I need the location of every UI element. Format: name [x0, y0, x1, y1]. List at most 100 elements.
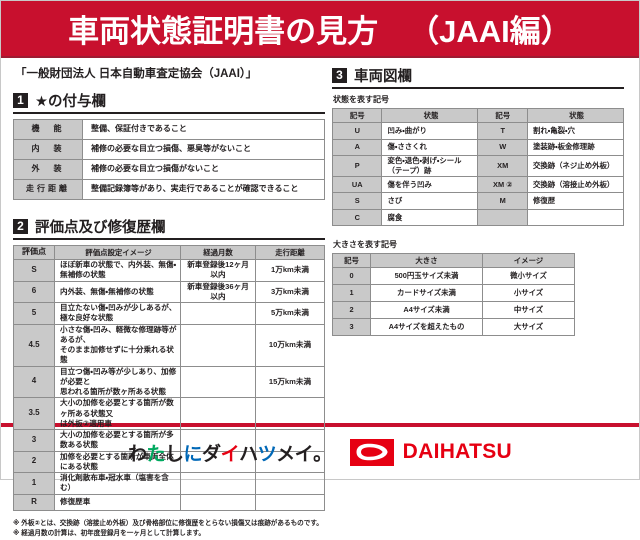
table-row: 0 500円玉サイズ未満 微小サイズ: [332, 267, 575, 286]
state-description: 塗装跡・板金修理跡: [526, 138, 625, 156]
table-row: S ほぼ新車の状態で、内外装、無傷・無補修の状態 新車登録後12ヶ月以内 1万km未満: [13, 259, 325, 282]
table-row: 外 装補修の必要な目立つ損傷がないこと: [13, 159, 325, 180]
grade-months: [180, 493, 256, 511]
table-row: R 修復歴車: [13, 493, 325, 511]
table-row: 4 目立つ傷・凹み等が少しあり、加修が必要と 思われる箇所が数ヶ所ある状態 15万km…: [13, 365, 325, 399]
section-3-heading: 3 車両図欄: [332, 65, 624, 89]
section-3-title: 車両図欄: [354, 69, 412, 85]
table-row: 機 能整備、保証付きであること: [13, 119, 325, 140]
table-row: 3 大小の加修を必要とする箇所が多数ある状態: [13, 429, 325, 452]
tagline-char: ハ: [239, 443, 258, 465]
grade-description: 小さな傷・凹み、軽微な修理跡等があるが、 そのまま加修せずに十分乗れる状態: [54, 323, 181, 367]
state-symbol: T: [477, 122, 528, 140]
page-title-sub: （JAAI編）: [408, 14, 572, 49]
column-header: 状態: [381, 108, 479, 123]
footnotes: ※ 外板②とは、交換跡（溶接止め外板）及び骨格部位に修復歴をとらない損傷又は痕跡…: [13, 519, 325, 540]
star-criteria-label: 外 装: [13, 159, 83, 180]
column-header: 記号: [477, 108, 528, 123]
table-row: 1 消化剤散布車・冠水車（塩害を含む）: [13, 472, 325, 495]
state-symbol: A: [331, 138, 383, 156]
state-description: [526, 208, 625, 227]
state-description: 凹み・曲がり: [381, 122, 479, 140]
tagline-char: 。: [313, 443, 332, 465]
state-symbol: P: [331, 155, 383, 177]
state-description: 修復歴: [526, 192, 625, 210]
state-symbol: XM ②: [477, 175, 528, 194]
grade-description: 消化剤散布車・冠水車（塩害を含む）: [54, 472, 181, 495]
tagline-char: ツ: [257, 443, 277, 465]
grade-months: 新車登録後36ヶ月以内: [180, 280, 256, 303]
grade-months: [180, 365, 256, 399]
grade-months: [180, 323, 256, 367]
grade-months: [180, 397, 256, 430]
left-column: 「一般財団法人 日本自動車査定協会（JAAI）」 1 ★の付与欄 機 能整備、保…: [13, 65, 325, 537]
state-symbol: M: [477, 192, 528, 210]
grade-point: R: [13, 493, 55, 511]
grade-point: S: [13, 259, 55, 282]
association-name: 「一般財団法人 日本自動車査定協会（JAAI）」: [15, 68, 258, 80]
grade-point: 3.5: [13, 397, 55, 430]
section-1-number: 1: [13, 93, 28, 108]
brand-logo: DAIHATSU: [349, 438, 512, 466]
column-header: 記号: [331, 108, 383, 123]
grade-description: 目立たない傷・凹みが少しあるが、極な良好な状態: [54, 302, 181, 325]
column-header: 経過月数: [180, 245, 256, 260]
state-description: 傷を伴う凹み: [381, 175, 479, 194]
star-criteria-label: 走行距離: [13, 179, 83, 200]
state-symbols-caption: 状態を表す記号: [333, 95, 389, 104]
state-symbol: C: [331, 208, 383, 227]
state-description: 変色・退色・剥げ・シール（テープ）跡: [381, 155, 479, 177]
state-description: 割れ・亀裂・穴: [526, 122, 625, 140]
state-symbol: XM: [477, 155, 528, 177]
table-row: S さび M 修復歴: [331, 192, 625, 210]
state-symbol: [477, 208, 528, 227]
right-column: 3 車両図欄 状態を表す記号 記号 状態 記号 状態 U 凹み・曲がり T 割れ・亀裂・穴 A 傷…: [331, 65, 625, 423]
footnote-line: ※ 経過月数の計算は、初年度登録月を一ヶ月として計算します。: [13, 530, 206, 538]
grade-history-table: 評価点 評価点設定イメージ 経過月数 走行距離 S ほぼ新車の状態で、内外装、無傷・無補修…: [13, 245, 325, 511]
content-area: 「一般財団法人 日本自動車査定協会（JAAI）」 1 ★の付与欄 機 能整備、保…: [1, 58, 639, 537]
grade-point: 2: [13, 450, 55, 473]
tagline-char: わ: [127, 443, 147, 465]
column-header: 評価点設定イメージ: [54, 245, 181, 260]
tagline-char: イ: [294, 443, 314, 465]
daihatsu-emblem-icon: [349, 438, 394, 466]
table-row: A 傷・ささくれ W 塗装跡・板金修理跡: [331, 138, 625, 156]
size-symbol: 0: [332, 267, 371, 286]
grade-months: [180, 472, 256, 495]
tagline-char: に: [183, 443, 203, 465]
tagline-char: し: [165, 443, 184, 465]
grade-point: 6: [13, 280, 55, 303]
table-row: 内 装補修の必要な目立つ損傷、悪臭等がないこと: [13, 139, 325, 160]
size-range: A4サイズ未満: [370, 301, 483, 320]
grade-mileage: [255, 472, 325, 495]
state-description: 腐食: [381, 208, 479, 227]
size-range: A4サイズを超えたもの: [370, 318, 483, 337]
size-range: 500円玉サイズ未満: [370, 267, 483, 286]
size-symbol: 2: [332, 301, 371, 320]
size-symbols-table: 記号 大きさ イメージ 0 500円玉サイズ未満 微小サイズ 1 カードサイズ未満 小サイズ 2 A…: [332, 253, 575, 337]
grade-mileage: 1万km未満: [255, 259, 325, 282]
state-symbols-table: 記号 状態 記号 状態 U 凹み・曲がり T 割れ・亀裂・穴 A 傷・ささくれ W 塗装跡・板金修理跡…: [331, 108, 625, 227]
section-3-number: 3: [332, 68, 347, 83]
table-row: 3.5 大小の加修を必要とする箇所が数ヶ所ある状態又 は外板②適用車: [13, 397, 325, 430]
section-2-heading: 2 評価点及び修復歴欄: [13, 216, 325, 240]
size-image-label: 小サイズ: [482, 284, 575, 303]
page-title-main: 車両状態証明書の見方: [68, 14, 379, 49]
section-2-title: 評価点及び修復歴欄: [35, 220, 166, 236]
state-description: さび: [381, 192, 479, 210]
grade-description: 内外装、無傷・無補修の状態: [54, 280, 181, 303]
header-divider: [1, 56, 639, 58]
table-row: P 変色・退色・剥げ・シール（テープ）跡 XM 交換跡（ネジ止め外板）: [331, 155, 625, 177]
section-1-heading: 1 ★の付与欄: [13, 90, 325, 114]
grade-months: 新車登録後12ヶ月以内: [180, 259, 256, 282]
table-header-row: 記号 大きさ イメージ: [332, 253, 575, 269]
grade-description: 大小の加修を必要とする箇所が数ヶ所ある状態又 は外板②適用車: [54, 397, 181, 430]
grade-point: 3: [13, 429, 55, 452]
state-symbol: W: [477, 138, 528, 156]
tagline-char: ダ: [202, 443, 221, 465]
grade-mileage: 15万km未満: [255, 365, 325, 399]
section-1-title: ★の付与欄: [35, 94, 106, 110]
grade-point: 4.5: [13, 323, 55, 367]
state-symbol: S: [331, 192, 383, 210]
